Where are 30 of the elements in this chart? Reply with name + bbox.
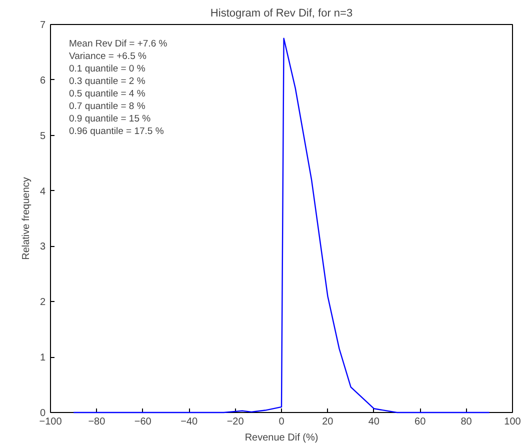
x-tick-label: −60 (134, 416, 152, 428)
y-tick-label: 7 (40, 20, 46, 31)
annotation: 0.1 quantile = 0 % (68, 64, 146, 74)
annotation: 0.3 quantile = 2 % (68, 76, 146, 87)
annotation: 0.5 quantile = 4 % (68, 88, 146, 100)
y-axis-title: Relative frequency (20, 177, 32, 260)
annotation: 0.96 quantile = 17.5 % (68, 126, 164, 137)
annotation: Variance = +6.5 % (68, 51, 147, 62)
x-tick-label: −40 (180, 416, 198, 428)
x-tick-label: 20 (322, 416, 334, 428)
y-tick-label: 2 (40, 297, 46, 308)
y-tick-label: 6 (40, 75, 46, 86)
x-tick-label: 0 (278, 416, 285, 428)
x-tick-label: −20 (226, 416, 244, 428)
y-tick-label: 1 (40, 352, 46, 364)
chart-title: Histogram of Rev Dif, for n=3 (210, 8, 353, 20)
x-tick-label: 60 (414, 416, 426, 428)
x-tick-label: −100 (39, 416, 62, 428)
x-tick-label: 100 (504, 416, 522, 428)
annotation: 0.7 quantile = 8 % (68, 101, 146, 112)
y-tick-label: 4 (40, 186, 46, 198)
annotation: Mean Rev Dif = +7.6 % (68, 38, 168, 50)
x-tick-label: 80 (460, 416, 472, 428)
y-tick-label: 5 (40, 130, 46, 142)
x-tick-label: 40 (368, 416, 380, 428)
x-axis-title: Revenue Dif (%) (244, 432, 318, 444)
y-tick-label: 0 (40, 408, 46, 419)
annotation: 0.9 quantile = 15 % (68, 114, 152, 124)
x-tick-label: −80 (88, 416, 106, 428)
y-tick-label: 3 (40, 242, 46, 253)
